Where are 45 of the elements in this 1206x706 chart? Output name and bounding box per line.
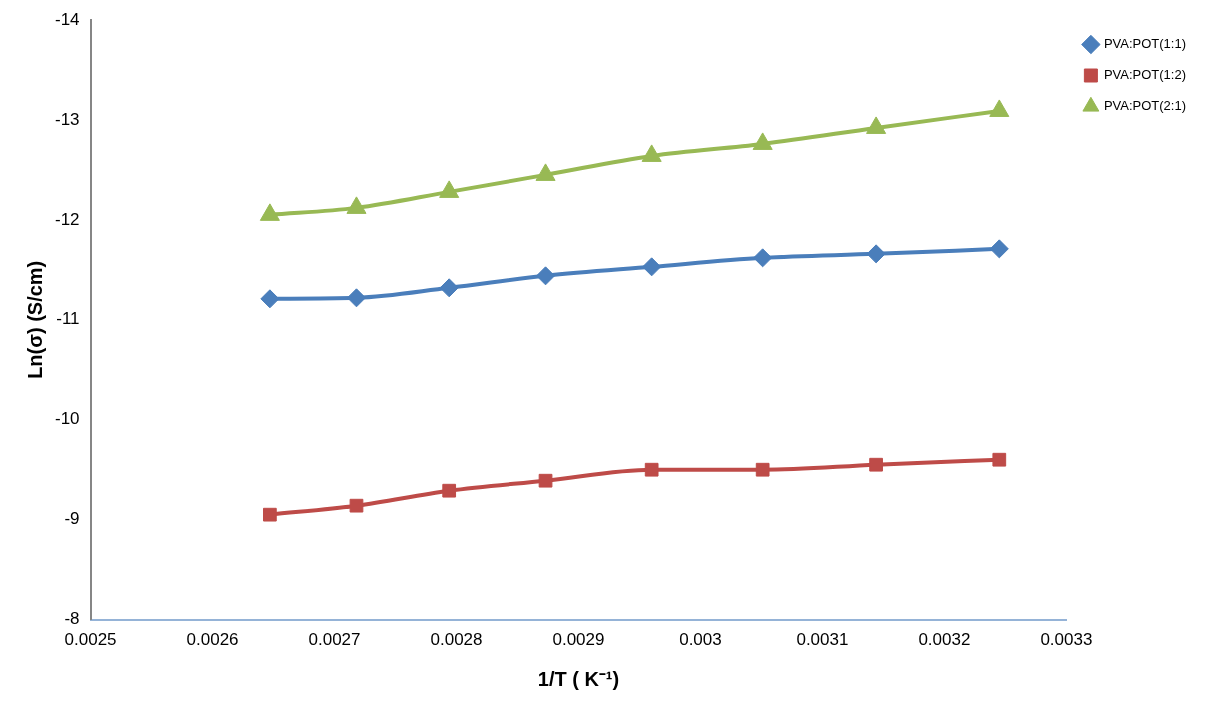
point [349, 498, 364, 513]
point [992, 452, 1007, 467]
point [260, 289, 280, 309]
x-tick-label: 0.0032 [918, 630, 971, 650]
point [346, 288, 366, 308]
point [442, 483, 457, 498]
point [989, 99, 1010, 117]
x-tick-label: 0.0029 [552, 630, 605, 650]
legend-label: PVA:POT(1:1) [1103, 36, 1187, 52]
point [346, 196, 367, 214]
point [535, 163, 556, 181]
point [752, 132, 773, 150]
y-tick-label: -11 [56, 309, 80, 329]
point [644, 462, 659, 477]
x-tick-label: 0.0033 [1040, 630, 1093, 650]
y-tick-label: -9 [64, 509, 80, 529]
x-tick-label: 0.003 [679, 630, 722, 650]
point [869, 457, 883, 472]
y-tick-label: -12 [54, 209, 80, 229]
point [989, 239, 1009, 259]
y-tick-label: -8 [64, 609, 80, 629]
y-tick-label: -13 [54, 109, 80, 129]
point [642, 257, 662, 277]
y-tick-label: -14 [54, 9, 80, 29]
legend-label: PVA:POT(2:1) [1103, 98, 1187, 114]
x-tick-label: 0.0025 [64, 630, 117, 650]
point [866, 244, 886, 264]
y-axis-title: Ln(σ) (S/cm) [23, 260, 46, 379]
point [866, 116, 887, 134]
point [755, 462, 770, 477]
point [536, 266, 556, 286]
x-tick-label: 0.0026 [186, 630, 239, 650]
point [538, 473, 553, 488]
x-tick-label: 0.0027 [308, 630, 361, 650]
x-axis-title: 1/T ( K⁻¹) [537, 667, 620, 690]
point [259, 203, 280, 221]
y-tick-label: -10 [54, 409, 80, 429]
point [439, 180, 460, 198]
point [753, 248, 773, 268]
legend-label: PVA:POT(1:2) [1103, 67, 1187, 83]
point [439, 278, 459, 298]
x-tick-label: 0.0031 [796, 630, 849, 650]
x-tick-label: 0.0028 [430, 630, 483, 650]
point [263, 507, 277, 522]
point [641, 144, 662, 162]
